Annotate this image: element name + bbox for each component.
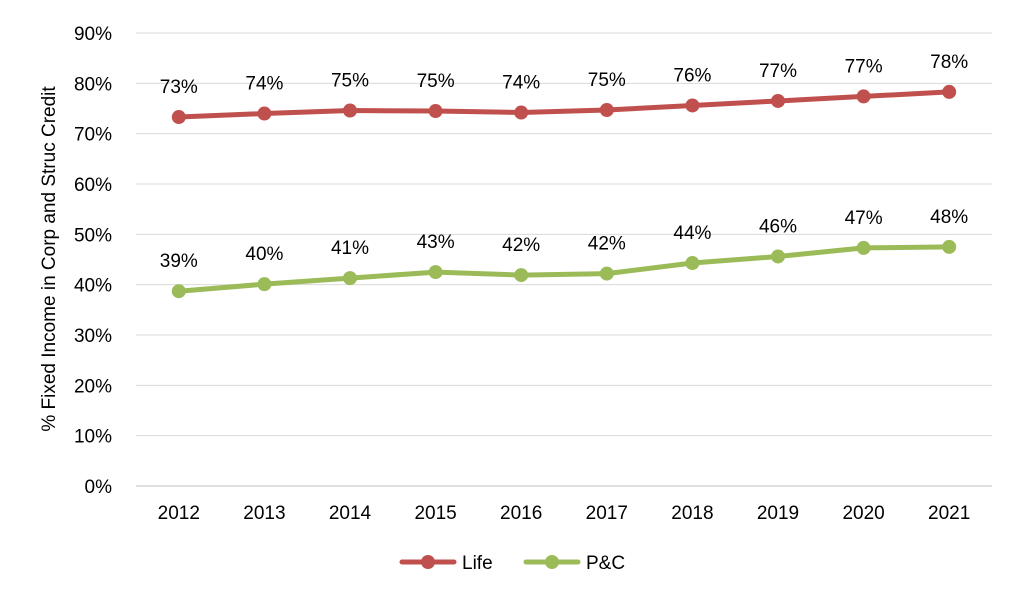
data-point-p-c: [771, 249, 785, 264]
data-label-p-c: 44%: [673, 223, 711, 244]
data-point-life: [171, 110, 186, 125]
y-tick-label: 30%: [74, 326, 112, 347]
legend-label: Life: [462, 553, 493, 574]
data-label-p-c: 42%: [502, 235, 540, 256]
y-tick-label: 10%: [74, 427, 112, 448]
data-point-life: [942, 84, 957, 99]
y-tick-label: 90%: [74, 24, 112, 45]
data-point-life: [428, 104, 443, 119]
series-life: 73% 74% 75% 75% 74% 75% 76% 77% 77% 78%: [160, 52, 968, 125]
series-line-p-c: [176, 244, 952, 294]
data-point-life: [856, 89, 871, 104]
y-tick-label: 70%: [74, 125, 112, 146]
data-label-p-c: 47%: [845, 208, 883, 229]
data-point-life: [343, 103, 357, 118]
y-tick-label: 60%: [74, 175, 112, 196]
legend-item-p-c[interactable]: P&C: [523, 553, 625, 574]
legend-swatch-marker: [545, 555, 559, 569]
legend-swatch-marker: [421, 555, 435, 569]
y-tick-label: 80%: [74, 74, 112, 95]
data-label-life: 75%: [417, 71, 455, 92]
x-tick-label: 2017: [586, 503, 628, 524]
data-label-p-c: 39%: [160, 251, 198, 272]
x-tick-label: 2020: [842, 503, 884, 524]
data-label-p-c: 42%: [588, 234, 626, 255]
data-point-p-c: [514, 268, 529, 283]
data-point-p-c: [599, 266, 614, 281]
x-axis-ticks: 2012 2013 2014 2015 2016 2017 2018 2019 2020 2021: [158, 503, 971, 524]
x-tick-label: 2014: [329, 503, 372, 524]
data-label-life: 75%: [588, 70, 626, 91]
data-label-life: 77%: [759, 61, 797, 82]
data-point-p-c: [428, 265, 443, 280]
data-point-p-c: [343, 271, 357, 286]
data-point-life: [599, 103, 614, 118]
y-axis-ticks: 0% 10% 20% 30% 40% 50% 60% 70% 80% 90%: [74, 24, 112, 498]
data-point-p-c: [685, 256, 700, 271]
gridlines: [136, 32, 992, 487]
data-point-p-c: [856, 240, 871, 255]
data-label-life: 76%: [673, 65, 711, 86]
data-label-life: 77%: [845, 56, 883, 77]
data-label-p-c: 46%: [759, 216, 797, 237]
y-tick-label: 40%: [74, 276, 112, 297]
data-label-life: 78%: [930, 52, 968, 73]
legend-item-life[interactable]: Life: [399, 553, 493, 574]
y-tick-label: 50%: [74, 225, 112, 246]
data-label-p-c: 43%: [417, 232, 455, 253]
data-point-life: [514, 105, 529, 120]
data-label-life: 73%: [160, 77, 198, 98]
data-label-p-c: 41%: [331, 238, 369, 259]
data-label-life: 75%: [331, 71, 369, 92]
data-point-life: [257, 106, 272, 121]
data-point-p-c: [171, 284, 186, 299]
x-tick-label: 2018: [671, 503, 713, 524]
x-tick-label: 2021: [928, 503, 970, 524]
series-line-life: [176, 89, 952, 120]
series: 73% 74% 75% 75% 74% 75% 76% 77% 77% 78% 39% 40% 41% 4…: [160, 52, 968, 299]
y-tick-label: 0%: [85, 477, 113, 498]
x-tick-label: 2012: [158, 503, 200, 524]
legend-label: P&C: [586, 553, 625, 574]
data-point-life: [685, 98, 700, 113]
data-point-p-c: [257, 277, 272, 292]
data-label-p-c: 48%: [930, 207, 968, 228]
y-tick-label: 20%: [74, 376, 112, 397]
data-label-life: 74%: [245, 74, 283, 95]
data-point-p-c: [942, 239, 957, 254]
data-point-life: [771, 93, 785, 108]
series-p-c: 39% 40% 41% 43% 42% 42% 44% 46% 47% 48%: [160, 207, 968, 299]
legend[interactable]: Life P&C: [399, 553, 625, 574]
data-label-p-c: 40%: [245, 244, 283, 265]
x-tick-label: 2015: [414, 503, 456, 524]
x-tick-label: 2016: [500, 503, 542, 524]
x-tick-label: 2013: [243, 503, 285, 524]
x-tick-label: 2019: [757, 503, 799, 524]
y-axis-title: % Fixed Income in Corp and Struc Credit: [39, 86, 60, 432]
data-label-life: 74%: [502, 73, 540, 94]
